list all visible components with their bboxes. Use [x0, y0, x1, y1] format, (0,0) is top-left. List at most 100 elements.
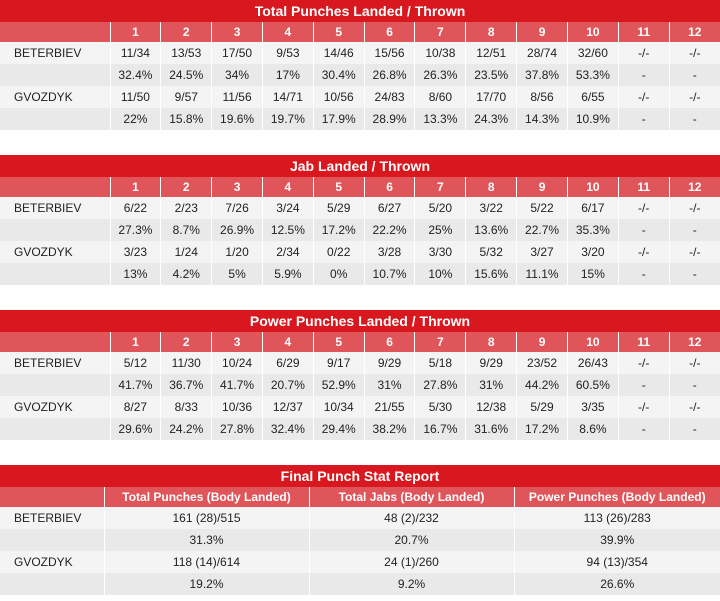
- percent-cell: 36.7%: [160, 374, 212, 396]
- round-header: 8: [465, 177, 517, 197]
- landed-thrown-cell: 26/43: [566, 352, 619, 374]
- header-blank: [0, 332, 110, 352]
- round-header: 12: [668, 332, 720, 352]
- blank-cell: [0, 529, 104, 551]
- round-header: 10: [566, 22, 619, 42]
- percent-cell: 13%: [109, 263, 161, 285]
- percent-cell: 31%: [363, 374, 415, 396]
- percent-cell: 30.4%: [312, 64, 365, 86]
- pct-row-beterbiev: 27.3% 8.7% 26.9% 12.5% 17.2% 22.2% 25% 13.6% 22.…: [0, 219, 720, 241]
- landed-thrown-cell: 10/38: [414, 42, 466, 64]
- landed-thrown-cell: -/-: [668, 86, 720, 108]
- percent-cell: 41.7%: [211, 374, 263, 396]
- landed-thrown-cell: 8/33: [160, 396, 212, 418]
- landed-thrown-cell: 12/51: [465, 42, 517, 64]
- round-header: 6: [363, 177, 415, 197]
- percent-cell: 16.7%: [414, 418, 466, 440]
- landed-thrown-cell: 2/34: [261, 241, 314, 263]
- landed-thrown-cell: 5/29: [312, 197, 365, 219]
- final-value: 94 (13)/354: [513, 551, 720, 573]
- percent-cell: 19.7%: [261, 108, 314, 130]
- landed-thrown-cell: 6/22: [109, 197, 161, 219]
- landed-thrown-cell: 3/20: [566, 241, 619, 263]
- landed-thrown-cell: 23/52: [516, 352, 568, 374]
- round-header: 11: [617, 177, 670, 197]
- landed-row-gvozdyk: GVOZDYK 11/50 9/57 11/56 14/71 10/56 24/83 8/60…: [0, 86, 720, 108]
- final-value: 118 (14)/614: [103, 551, 309, 573]
- final-header-jabs: Total Jabs (Body Landed): [308, 487, 514, 507]
- percent-cell: 5.9%: [261, 263, 314, 285]
- jab-title: Jab Landed / Thrown: [0, 155, 720, 177]
- landed-thrown-cell: -/-: [668, 42, 720, 64]
- percent-cell: 41.7%: [109, 374, 161, 396]
- final-value: 24 (1)/260: [308, 551, 514, 573]
- percent-cell: 31%: [465, 374, 517, 396]
- landed-thrown-cell: -/-: [617, 42, 670, 64]
- final-row-beterbiev: BETERBIEV 161 (28)/515 48 (2)/232 113 (2…: [0, 507, 720, 529]
- landed-thrown-cell: -/-: [617, 396, 670, 418]
- final-pct-row-beterbiev: 31.3% 20.7% 39.9%: [0, 529, 720, 551]
- percent-cell: 15.6%: [465, 263, 517, 285]
- round-header: 8: [465, 22, 517, 42]
- pct-row-beterbiev: 41.7% 36.7% 41.7% 20.7% 52.9% 31% 27.8% 31% 44.2…: [0, 374, 720, 396]
- landed-thrown-cell: 9/29: [363, 352, 415, 374]
- percent-cell: 24.5%: [160, 64, 212, 86]
- round-header: 2: [160, 22, 212, 42]
- power-punches-title: Power Punches Landed / Thrown: [0, 310, 720, 332]
- round-header: 2: [160, 177, 212, 197]
- fighter-name: GVOZDYK: [0, 551, 104, 573]
- percent-cell: 32.4%: [109, 64, 161, 86]
- landed-thrown-cell: 12/38: [465, 396, 517, 418]
- landed-thrown-cell: 11/34: [109, 42, 161, 64]
- percent-cell: 4.2%: [160, 263, 212, 285]
- landed-thrown-cell: -/-: [668, 241, 720, 263]
- landed-thrown-cell: 2/23: [160, 197, 212, 219]
- landed-thrown-cell: -/-: [668, 396, 720, 418]
- power-punches-table: 1 2 3 4 5 6 7 8 9 10 11 12 BETERBIEV 5/12 11/30 10/24 6/…: [0, 332, 720, 440]
- round-header: 4: [261, 332, 314, 352]
- round-header: 5: [312, 22, 365, 42]
- landed-thrown-cell: 5/12: [109, 352, 161, 374]
- final-value: 161 (28)/515: [103, 507, 309, 529]
- percent-cell: 13.3%: [414, 108, 466, 130]
- percent-cell: 31.6%: [465, 418, 517, 440]
- percent-cell: 17.9%: [312, 108, 365, 130]
- percent-cell: 11.1%: [516, 263, 568, 285]
- percent-cell: -: [617, 108, 670, 130]
- landed-thrown-cell: 10/24: [211, 352, 263, 374]
- percent-cell: 19.6%: [211, 108, 263, 130]
- landed-thrown-cell: -/-: [668, 197, 720, 219]
- final-pct: 31.3%: [103, 529, 309, 551]
- round-header: 6: [363, 22, 415, 42]
- landed-thrown-cell: 17/70: [465, 86, 517, 108]
- landed-thrown-cell: 0/22: [312, 241, 365, 263]
- percent-cell: 22.7%: [516, 219, 568, 241]
- percent-cell: 24.2%: [160, 418, 212, 440]
- round-header: 1: [109, 332, 161, 352]
- landed-thrown-cell: 6/17: [566, 197, 619, 219]
- landed-thrown-cell: 1/20: [211, 241, 263, 263]
- fighter-name: BETERBIEV: [0, 42, 110, 64]
- round-header: 5: [312, 177, 365, 197]
- landed-thrown-cell: 9/17: [312, 352, 365, 374]
- final-pct: 19.2%: [103, 573, 309, 595]
- percent-cell: 37.8%: [516, 64, 568, 86]
- landed-thrown-cell: 13/53: [160, 42, 212, 64]
- percent-cell: -: [668, 374, 720, 396]
- landed-thrown-cell: 3/23: [109, 241, 161, 263]
- landed-thrown-cell: 5/29: [516, 396, 568, 418]
- landed-thrown-cell: 10/56: [312, 86, 365, 108]
- percent-cell: 5%: [211, 263, 263, 285]
- percent-cell: 0%: [312, 263, 365, 285]
- jab-table: 1 2 3 4 5 6 7 8 9 10 11 12 BETERBIEV 6/22 2/23 7/26 3/24…: [0, 177, 720, 285]
- percent-cell: 24.3%: [465, 108, 517, 130]
- header-blank: [0, 22, 110, 42]
- landed-thrown-cell: 3/28: [363, 241, 415, 263]
- final-report-title: Final Punch Stat Report: [0, 465, 720, 487]
- final-pct: 9.2%: [308, 573, 514, 595]
- percent-cell: -: [617, 374, 670, 396]
- landed-thrown-cell: 10/34: [312, 396, 365, 418]
- percent-cell: 17.2%: [516, 418, 568, 440]
- total-punches-title: Total Punches Landed / Thrown: [0, 0, 720, 22]
